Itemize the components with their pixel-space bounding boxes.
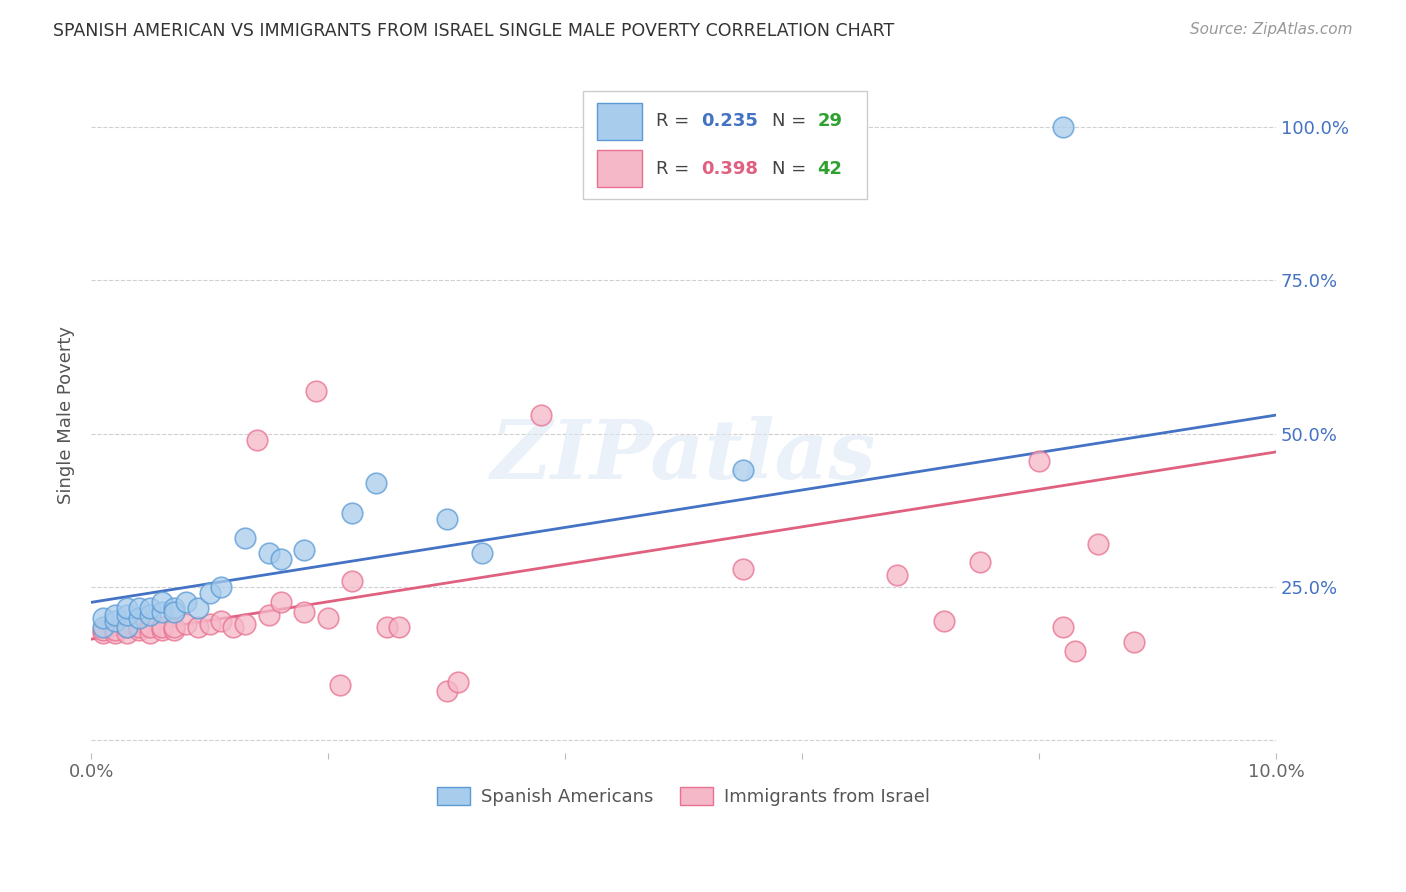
Point — [222, 620, 245, 634]
Point — [115, 601, 138, 615]
Point — [163, 605, 186, 619]
Point — [886, 567, 908, 582]
Point — [233, 616, 256, 631]
Point — [128, 610, 150, 624]
Point — [211, 580, 233, 594]
Y-axis label: Single Male Poverty: Single Male Poverty — [58, 326, 75, 504]
Point — [1028, 454, 1050, 468]
Point — [163, 620, 186, 634]
Point — [1122, 635, 1144, 649]
Point — [969, 556, 991, 570]
Point — [388, 620, 411, 634]
Point — [187, 601, 209, 615]
Text: R =: R = — [657, 160, 696, 178]
Text: Source: ZipAtlas.com: Source: ZipAtlas.com — [1189, 22, 1353, 37]
Point — [91, 626, 114, 640]
Point — [139, 607, 162, 622]
Point — [198, 586, 221, 600]
Point — [364, 475, 387, 490]
Point — [316, 610, 339, 624]
Point — [270, 552, 292, 566]
Text: 42: 42 — [817, 160, 842, 178]
Text: 0.398: 0.398 — [702, 160, 758, 178]
Point — [104, 626, 127, 640]
Point — [270, 595, 292, 609]
Point — [294, 543, 316, 558]
Point — [731, 463, 754, 477]
Point — [104, 623, 127, 637]
Point — [211, 614, 233, 628]
Point — [91, 610, 114, 624]
Point — [104, 614, 127, 628]
Text: N =: N = — [772, 160, 813, 178]
Text: 0.235: 0.235 — [702, 112, 758, 130]
Point — [139, 626, 162, 640]
Point — [257, 607, 280, 622]
Point — [128, 620, 150, 634]
Point — [471, 546, 494, 560]
Point — [934, 614, 956, 628]
Point — [294, 605, 316, 619]
Point — [115, 626, 138, 640]
Point — [174, 595, 197, 609]
Point — [257, 546, 280, 560]
Point — [447, 675, 470, 690]
Text: ZIPatlas: ZIPatlas — [491, 416, 876, 496]
Point — [530, 408, 553, 422]
FancyBboxPatch shape — [598, 150, 643, 187]
FancyBboxPatch shape — [598, 103, 643, 140]
Point — [174, 616, 197, 631]
Point — [163, 623, 186, 637]
Point — [139, 620, 162, 634]
Point — [340, 574, 363, 588]
Point — [340, 506, 363, 520]
Point — [150, 623, 173, 637]
Point — [150, 620, 173, 634]
FancyBboxPatch shape — [583, 91, 868, 199]
Point — [128, 623, 150, 637]
Point — [104, 607, 127, 622]
Text: SPANISH AMERICAN VS IMMIGRANTS FROM ISRAEL SINGLE MALE POVERTY CORRELATION CHART: SPANISH AMERICAN VS IMMIGRANTS FROM ISRA… — [53, 22, 894, 40]
Point — [163, 601, 186, 615]
Point — [233, 531, 256, 545]
Point — [187, 620, 209, 634]
Point — [305, 384, 328, 398]
Text: R =: R = — [657, 112, 696, 130]
Text: 29: 29 — [817, 112, 842, 130]
Point — [115, 620, 138, 634]
Point — [1063, 644, 1085, 658]
Point — [1087, 537, 1109, 551]
Point — [1052, 120, 1074, 134]
Point — [128, 601, 150, 615]
Point — [436, 684, 458, 698]
Point — [329, 678, 352, 692]
Legend: Spanish Americans, Immigrants from Israel: Spanish Americans, Immigrants from Israe… — [430, 780, 936, 814]
Point — [139, 601, 162, 615]
Point — [731, 561, 754, 575]
Point — [91, 620, 114, 634]
Point — [150, 595, 173, 609]
Point — [436, 512, 458, 526]
Text: N =: N = — [772, 112, 813, 130]
Point — [198, 616, 221, 631]
Point — [377, 620, 399, 634]
Point — [150, 605, 173, 619]
Point — [1052, 620, 1074, 634]
Point — [246, 433, 269, 447]
Point — [115, 607, 138, 622]
Point — [115, 620, 138, 634]
Point — [91, 623, 114, 637]
